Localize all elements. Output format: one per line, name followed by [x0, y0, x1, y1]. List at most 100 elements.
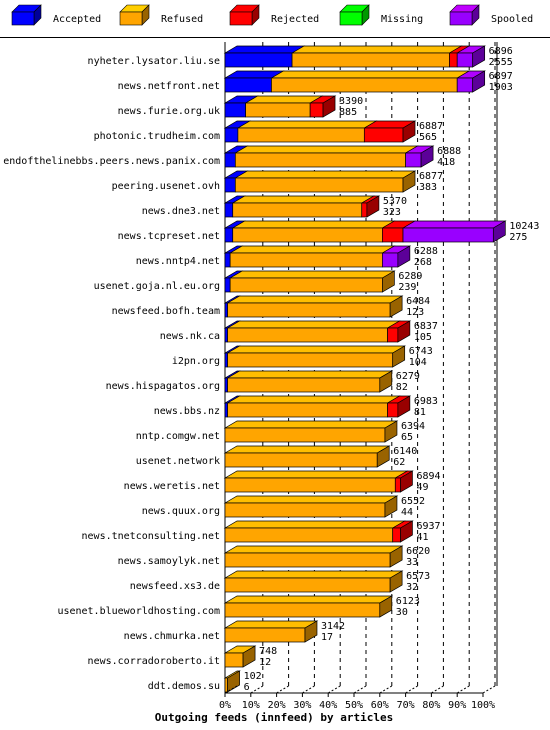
category-label: news.weretis.net — [124, 481, 220, 492]
bar-segment-top-refused — [223, 470, 409, 479]
bar-segment-refused — [224, 652, 244, 668]
bar-row-newsfeed-bofh-team — [223, 295, 404, 318]
legend-label: Rejected — [271, 14, 319, 25]
bar-secondary-label: 2555 — [489, 57, 513, 68]
bar-total-label: 6937 — [416, 521, 440, 532]
bar-row-i2pn-org — [223, 345, 406, 368]
bar-segment-accepted — [224, 277, 231, 293]
bar-side — [384, 420, 398, 443]
bar-segment-top-refused — [226, 320, 401, 329]
bar-secondary-label: 12 — [259, 657, 271, 668]
legend-label: Refused — [161, 14, 203, 25]
bar-side — [402, 170, 416, 193]
category-label: ddt.demos.su — [148, 681, 220, 692]
bar-side — [397, 395, 411, 418]
bar-segment-refused — [227, 327, 388, 343]
x-tick-label: 80% — [422, 700, 440, 711]
legend-swatch — [339, 11, 363, 26]
bar-row-news-hispagatos-org — [223, 370, 394, 393]
bar-row-nyheter-lysator-liu-se — [223, 45, 486, 68]
category-label: news.netfront.net — [118, 81, 220, 92]
bar-segment-top-refused — [223, 445, 391, 454]
bar-segment-refused — [227, 402, 388, 418]
bar-segment-refused — [245, 102, 311, 118]
bar-row-news-netfront-net — [223, 70, 486, 93]
category-label: newsfeed.xs3.de — [130, 581, 220, 592]
bar-total-label: 6140 — [393, 446, 417, 457]
bar-segment-top-refused — [223, 570, 404, 579]
bar-segment-refused — [232, 227, 383, 243]
bar-total-label: 5370 — [383, 196, 407, 207]
bar-segment-top-refused — [236, 120, 378, 129]
bar-side — [400, 520, 413, 543]
bar-side — [382, 270, 395, 293]
bar-segment-accepted — [224, 52, 293, 68]
bar-segment-accepted — [224, 352, 228, 368]
bar-total-label: 102 — [244, 671, 262, 682]
bar-segment-top-accepted — [223, 45, 306, 54]
bar-total-label: 3142 — [321, 621, 345, 632]
bar-secondary-label: 6 — [244, 682, 250, 693]
bar-secondary-label: 49 — [416, 482, 428, 493]
category-label: usenet.blueworldhosting.com — [57, 606, 220, 617]
legend-swatch — [229, 11, 253, 26]
bar-segment-accepted — [224, 202, 234, 218]
bar-segment-rejected — [394, 477, 401, 493]
bar-secondary-label: 41 — [416, 532, 428, 543]
bar-segment-refused — [224, 427, 386, 443]
bar-segment-top-refused — [223, 495, 399, 504]
legend-item-rejected: Rejected — [229, 4, 319, 26]
legend-item-spooled: Spooled — [449, 4, 533, 26]
bar-side — [322, 95, 336, 118]
bar-secondary-label: 62 — [393, 457, 405, 468]
category-label: news.dne3.net — [142, 206, 220, 217]
bar-segment-rejected — [363, 127, 404, 143]
bar-side — [389, 570, 403, 593]
bar-side — [392, 345, 406, 368]
bar-side — [376, 445, 390, 468]
bar-segment-refused — [234, 177, 404, 193]
bar-row-news-nntp4-net — [223, 245, 412, 268]
bar-segment-top-refused — [223, 520, 406, 529]
bar-segment-refused — [229, 252, 383, 268]
bar-row-news-chmurka-net — [223, 620, 319, 643]
bar-segment-accepted — [224, 77, 272, 93]
bar-total-label: 6983 — [414, 396, 438, 407]
category-label: news.furie.org.uk — [118, 106, 220, 117]
bar-secondary-label: 105 — [414, 332, 432, 343]
legend-item-accepted: Accepted — [11, 4, 101, 26]
bar-segment-top-refused — [270, 70, 471, 79]
bar-row-nntp-comgw-net — [223, 420, 399, 443]
bar-row-news-dne3-net — [223, 195, 381, 218]
bar-side — [389, 295, 403, 318]
bar-secondary-label: 383 — [419, 182, 437, 193]
bar-side — [366, 195, 380, 218]
x-tick-label: 0% — [219, 700, 231, 711]
bar-side — [384, 495, 398, 518]
bar-segment-top-refused — [228, 245, 396, 254]
bar-segment-refused — [224, 552, 391, 568]
bar-side — [420, 145, 434, 168]
category-label: endofthelinebbs.peers.news.panix.com — [3, 156, 220, 167]
bar-segment-rejected — [387, 402, 399, 418]
bar-segment-accepted — [224, 402, 228, 418]
bar-segment-accepted — [224, 127, 239, 143]
legend-label: Spooled — [491, 14, 533, 25]
bar-total-label: 6620 — [406, 546, 430, 557]
bar-row-news-samoylyk-net — [223, 545, 404, 568]
bar-row-news-bbs-nz — [223, 395, 412, 418]
bar-segment-accepted — [224, 152, 236, 168]
legend-swatch — [449, 11, 473, 26]
bar-segment-top-refused — [231, 195, 376, 204]
bar-segment-refused — [224, 452, 378, 468]
legend-label: Accepted — [53, 14, 101, 25]
bar-secondary-label: 275 — [509, 232, 527, 243]
bar-segment-top-refused — [244, 95, 324, 104]
category-label: news.nntp4.net — [136, 256, 220, 267]
bars — [223, 45, 507, 693]
bar-segment-rejected — [449, 52, 458, 68]
x-tick-label: 20% — [268, 700, 286, 711]
category-label: news.tcpreset.net — [118, 231, 220, 242]
bar-row-photonic-trudheim-com — [223, 120, 417, 143]
